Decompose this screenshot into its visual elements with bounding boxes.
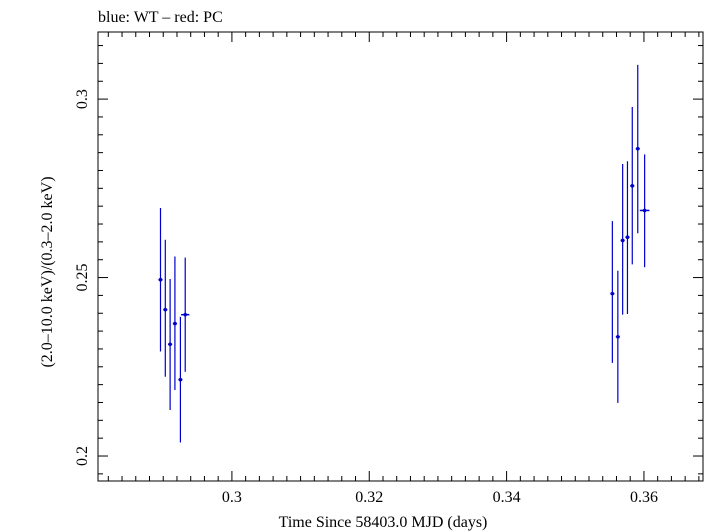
x-tick-label: 0.34	[493, 489, 521, 506]
y-axis-ticks: 0.2 0.25 0.3	[74, 45, 703, 475]
data-point	[610, 291, 615, 296]
data-point	[625, 235, 630, 240]
x-tick-label: 0.32	[355, 489, 383, 506]
data-point	[616, 335, 620, 339]
data-point	[163, 307, 168, 312]
x-axis-ticks: 0.3 0.32 0.34 0.36	[107, 32, 700, 506]
data-point	[168, 342, 172, 347]
data-point	[173, 321, 177, 326]
data-series-wt	[158, 64, 650, 443]
data-point	[635, 146, 640, 151]
data-point	[630, 184, 635, 188]
y-tick-label: 0.3	[74, 89, 91, 109]
chart-title: blue: WT – red: PC	[98, 9, 223, 26]
y-tick-label: 0.2	[74, 446, 91, 466]
x-tick-label: 0.3	[222, 489, 242, 506]
data-point	[178, 377, 183, 382]
x-tick-label: 0.36	[630, 489, 658, 506]
x-axis-label: Time Since 58403.0 MJD (days)	[279, 514, 488, 531]
data-point	[642, 208, 647, 213]
plot-frame	[97, 31, 704, 482]
y-axis-label: (2.0–10.0 keV)/(0.3–2.0 keV)	[39, 176, 56, 367]
data-point	[158, 277, 163, 282]
data-point	[183, 312, 188, 317]
y-tick-label: 0.25	[74, 264, 91, 292]
data-point	[620, 238, 625, 243]
